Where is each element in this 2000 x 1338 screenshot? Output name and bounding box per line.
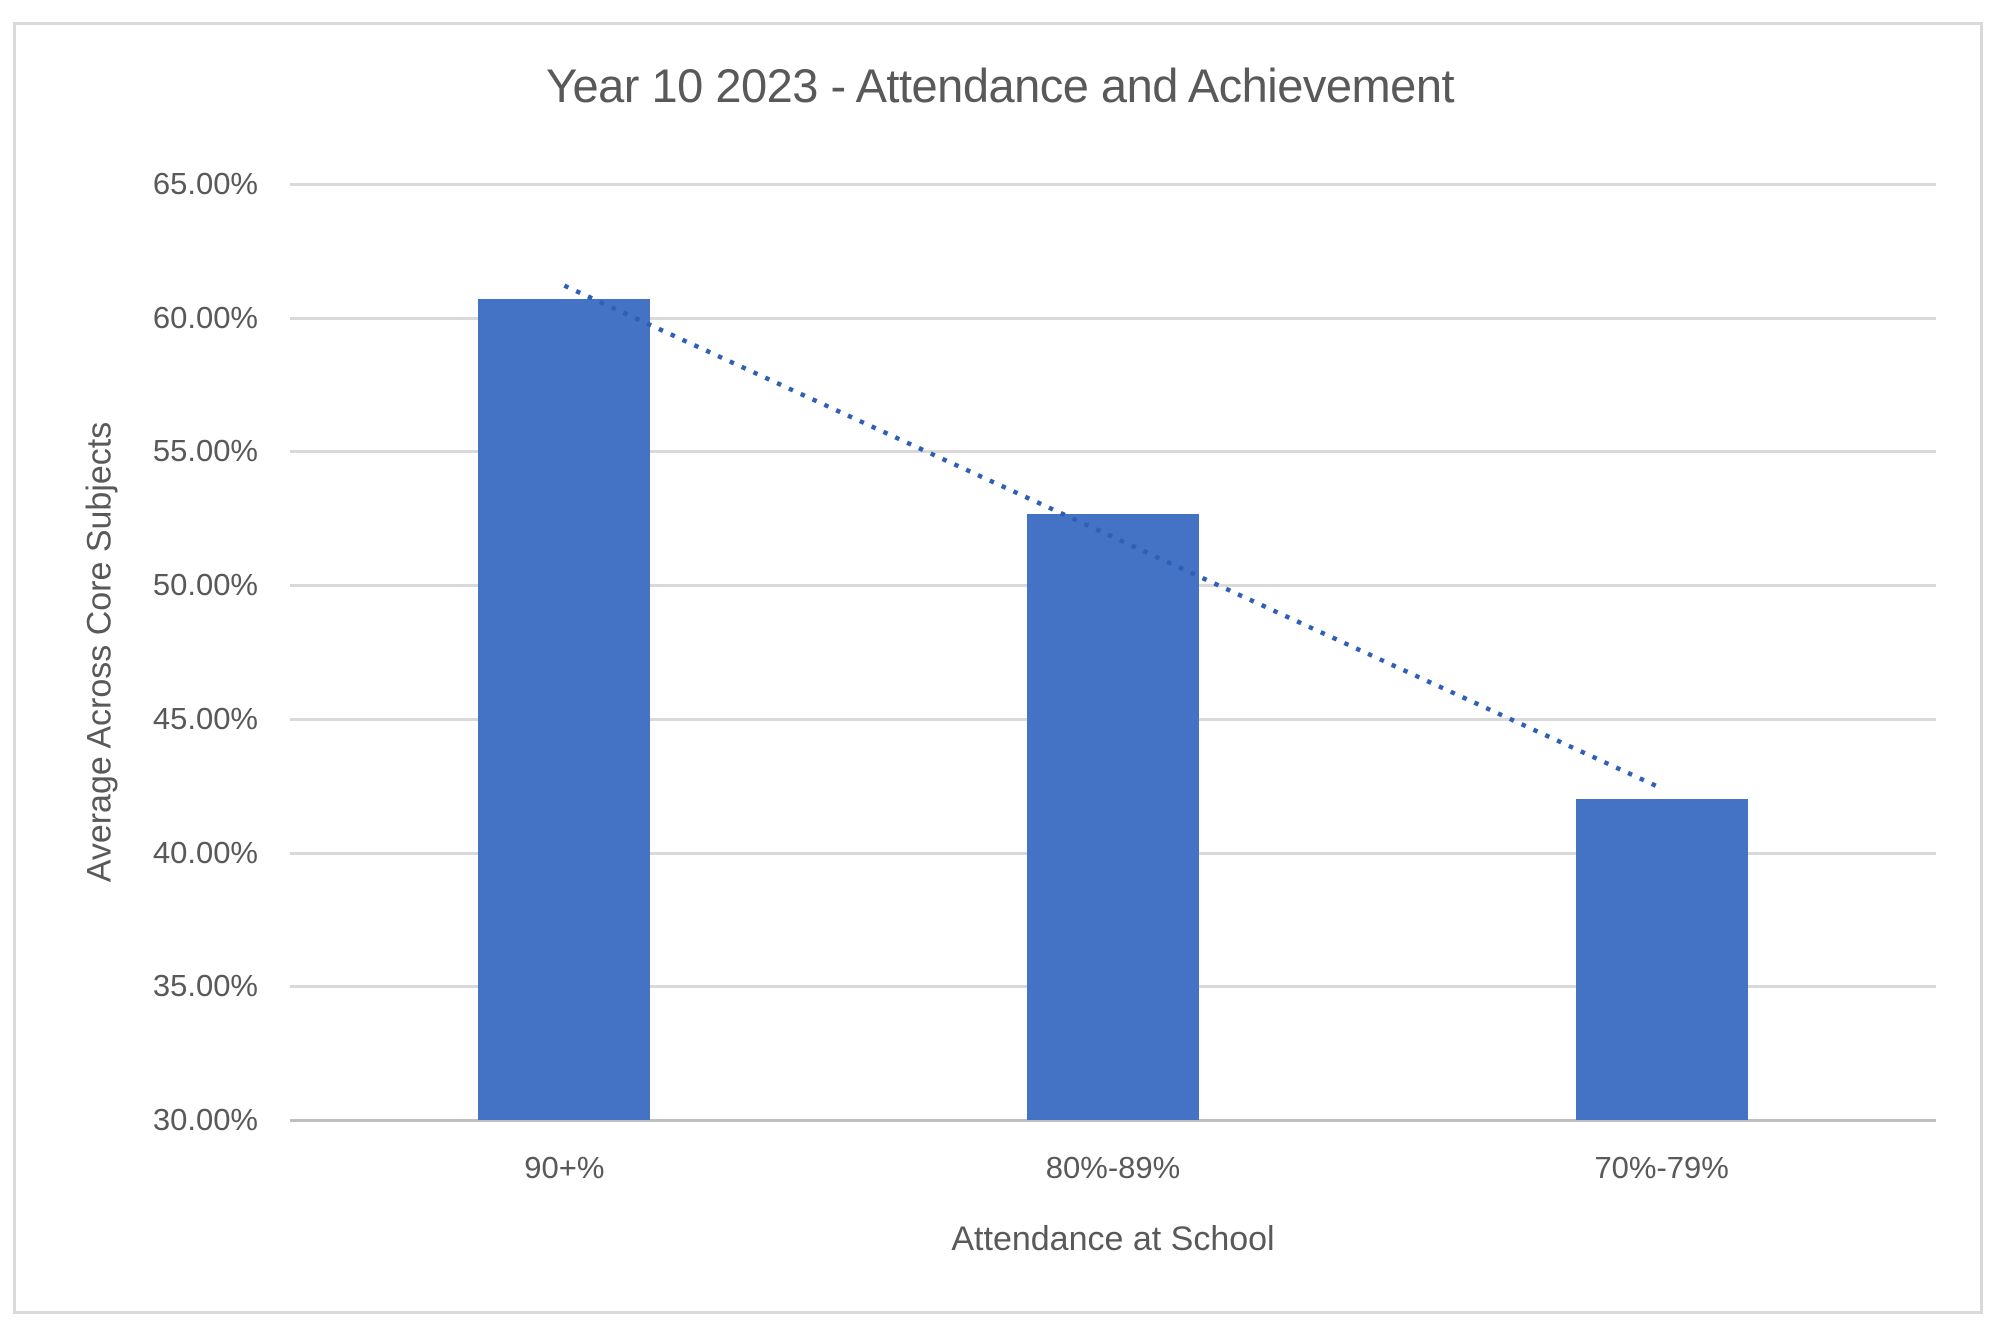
bar-90+% [478,298,651,1120]
y-tick-label: 30.00% [152,1102,258,1137]
chart-title: Year 10 2023 - Attendance and Achievemen… [545,59,1455,112]
y-tick-label: 65.00% [152,166,258,201]
x-axis-line [290,1119,1936,1122]
x-axis-title: Attendance at School [951,1220,1275,1258]
x-category-label: 80%-89% [1045,1150,1181,1185]
x-category-label: 90+% [524,1150,605,1185]
y-tick-label: 50.00% [152,567,258,603]
y-axis-title-text: Average Across Core Subjects [80,421,119,883]
y-tick-label: 45.00% [152,700,258,736]
gridline [290,450,1936,454]
bar-80%-89% [1027,514,1199,1120]
gridline [290,316,1936,320]
x-category-label: 70%-79% [1594,1150,1729,1185]
y-tick-label: 55.00% [152,433,258,469]
y-tick-label: 40.00% [152,834,258,870]
trendline [563,283,1663,791]
plot-area [290,183,1936,1122]
gridline [290,183,1936,186]
bar-70%-79% [1575,799,1748,1120]
y-tick-label: 35.00% [152,968,258,1004]
y-tick-label: 60.00% [152,299,258,335]
